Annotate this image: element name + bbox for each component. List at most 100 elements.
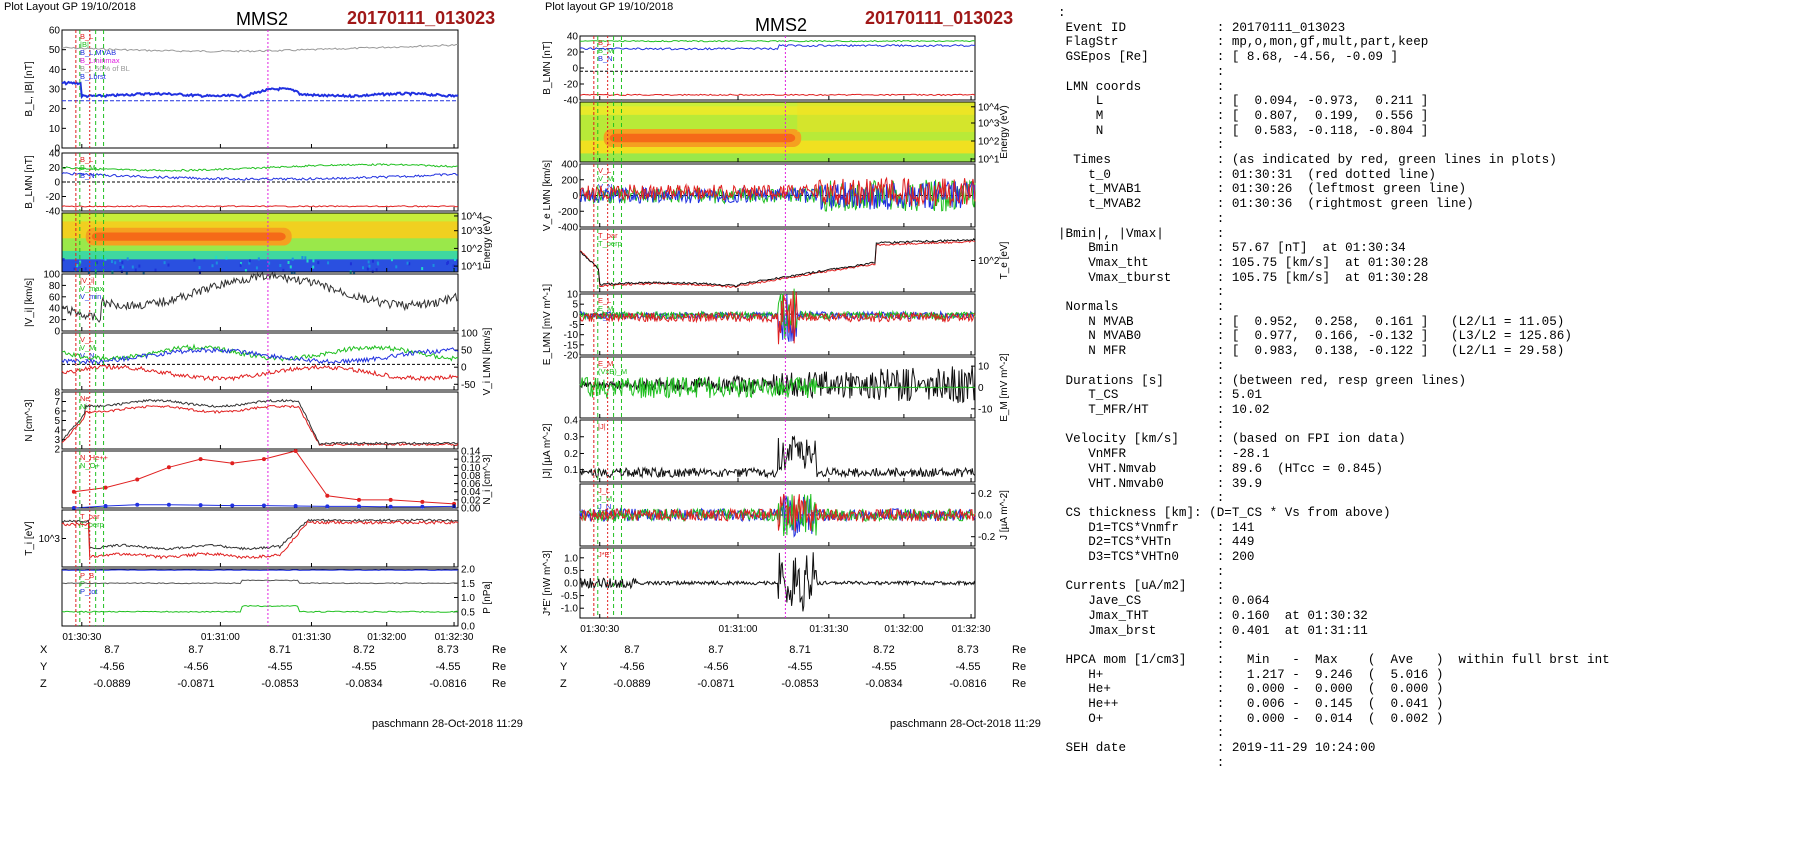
y-tick-label: 0.2: [978, 489, 992, 500]
ephemeris-value: -4.55: [351, 660, 377, 673]
panel-frame: [579, 419, 976, 483]
data-point: [261, 503, 266, 508]
y-tick-label: 10^1: [461, 262, 483, 273]
info-line: :: [1058, 638, 1225, 653]
legend-entry: P_B: [80, 571, 94, 580]
panel-frame: [61, 509, 459, 568]
ephemeris-label: Z: [40, 677, 47, 690]
y-tick-label: 1.5: [461, 579, 475, 590]
info-line: Times : (as indicated by red, green line…: [1058, 153, 1557, 168]
info-line: N : [ 0.583, -0.118, -0.804 ]: [1058, 123, 1429, 138]
info-line: :: [1058, 6, 1066, 20]
info-line: N MVAB0 : [ 0.977, 0.166, -0.132 ] (L3/L…: [1058, 329, 1572, 344]
ephemeris-unit: Re: [492, 677, 507, 690]
panel-frame: [61, 273, 459, 332]
x-tick-label: 01:31:30: [292, 632, 331, 643]
info-line: :: [1058, 358, 1225, 373]
data-point: [293, 449, 298, 453]
y-tick-label: 0: [54, 327, 60, 338]
info-line: He++ : 0.006 - 0.145 ( 0.041 ): [1058, 697, 1444, 712]
y-tick-label: -15: [564, 340, 579, 351]
y-axis-label: V_e LMN [km/s]: [542, 160, 553, 231]
y-axis-label: B_LMN [nT]: [24, 155, 35, 209]
legend-entry: Ni: [80, 402, 87, 411]
info-line: :: [1058, 138, 1225, 153]
y-tick-label: 20: [49, 163, 61, 174]
ephemeris-value: -0.0889: [613, 677, 651, 690]
data-point: [103, 485, 108, 490]
ephemeris-value: -4.56: [619, 660, 645, 673]
y-tick-label: 0.02: [461, 495, 481, 506]
y-axis-label: Energy (eV): [482, 216, 493, 269]
y-axis-label: J [µA m^-2]: [999, 490, 1010, 540]
info-line: Vmax_tburst : 105.75 [km/s] at 01:30:28: [1058, 270, 1429, 285]
y-tick-label: -20: [564, 351, 579, 362]
info-line: :: [1058, 491, 1225, 506]
y-tick-label: 10^4: [461, 211, 483, 222]
series-line: [579, 93, 976, 97]
legend-entry: B_Lminmax: [80, 56, 120, 65]
info-line: Jmax_brst : 0.401 at 01:31:11: [1058, 623, 1368, 638]
series-line: [579, 290, 976, 345]
data-point: [198, 503, 203, 508]
y-tick-label: 0: [54, 144, 60, 155]
legend-entry: N_He++: [80, 453, 109, 462]
y-tick-label: 10^2: [978, 256, 1000, 267]
legend-entry: B_M: [80, 163, 95, 172]
legend-entry: J_M: [598, 494, 612, 503]
ephemeris-row: Y -4.56 -4.56 -4.55 -4.55 -4.55 Re: [560, 658, 1026, 675]
y-tick-label: 10^4: [978, 102, 1000, 113]
legend-entry: |B|: [80, 40, 89, 49]
series-line: [61, 520, 459, 560]
legend-entry: V_L: [80, 335, 93, 344]
ephemeris-value: -4.55: [871, 660, 897, 673]
energy-spectrogram: [62, 213, 458, 275]
x-tick-label: 01:31:30: [809, 624, 848, 635]
ephemeris-value: -4.55: [955, 660, 981, 673]
y-axis-label: E_LMN [mV m^-1]: [542, 284, 553, 366]
series-line: [579, 376, 976, 399]
legend-entry: |V_i|: [80, 276, 95, 285]
right-figure-spacecraft: MMS2: [755, 15, 808, 35]
y-axis-label: P [nPa]: [482, 581, 493, 614]
y-axis-label: N [cm^-3]: [24, 399, 35, 442]
left-ephemeris: X 8.7 8.7 8.71 8.72 8.73 Re Y -4.56 -4.56 -4.55 -4.…: [40, 641, 506, 692]
series-line: [61, 205, 459, 208]
ephemeris-value: -0.0871: [697, 677, 735, 690]
legend-entry: B_L: [80, 155, 93, 164]
series-line: [579, 435, 976, 479]
ephemeris-value: 8.7: [708, 643, 724, 656]
ephemeris-unit: Re: [492, 643, 507, 656]
info-line: :: [1058, 64, 1225, 79]
legend-entry: E_L: [598, 296, 611, 305]
y-tick-label: 4: [54, 426, 60, 437]
ephemeris-label: Y: [40, 660, 48, 673]
y-tick-label: 100: [43, 270, 60, 281]
y-tick-label: 100: [461, 329, 478, 340]
info-line: VHT.Nmvab0 : 39.9: [1058, 476, 1263, 491]
info-line: D1=TCS*Vnmfr : 141: [1058, 520, 1255, 535]
y-tick-label: -400: [558, 223, 578, 234]
info-line: He+ : 0.000 - 0.000 ( 0.000 ): [1058, 682, 1444, 697]
legend-entry: V_min: [80, 292, 101, 301]
series-line: [61, 343, 459, 362]
ephemeris-value: 8.7: [624, 643, 640, 656]
ephemeris-label: Y: [560, 660, 568, 673]
ephemeris-value: -4.56: [183, 660, 209, 673]
y-tick-label: 10: [49, 124, 61, 135]
legend-entry: (VxB)_M: [598, 367, 627, 376]
info-line: FlagStr : mp,o,mon,gf,mult,part,keep: [1058, 35, 1429, 50]
info-line: Vmax_tht : 105.75 [km/s] at 01:30:28: [1058, 255, 1429, 270]
y-tick-label: 20: [49, 104, 61, 115]
y-tick-label: 2.0: [461, 565, 475, 576]
legend-entry: B_M: [598, 46, 613, 55]
data-point: [230, 461, 235, 466]
series-line: [61, 163, 459, 172]
legend-entry: B_N: [598, 54, 613, 63]
left-figure-event: 20170111_013023: [347, 8, 496, 28]
ephemeris-value: 8.73: [437, 643, 459, 656]
ephemeris-value: 8.72: [873, 643, 895, 656]
ephemeris-value: -0.0853: [781, 677, 819, 690]
